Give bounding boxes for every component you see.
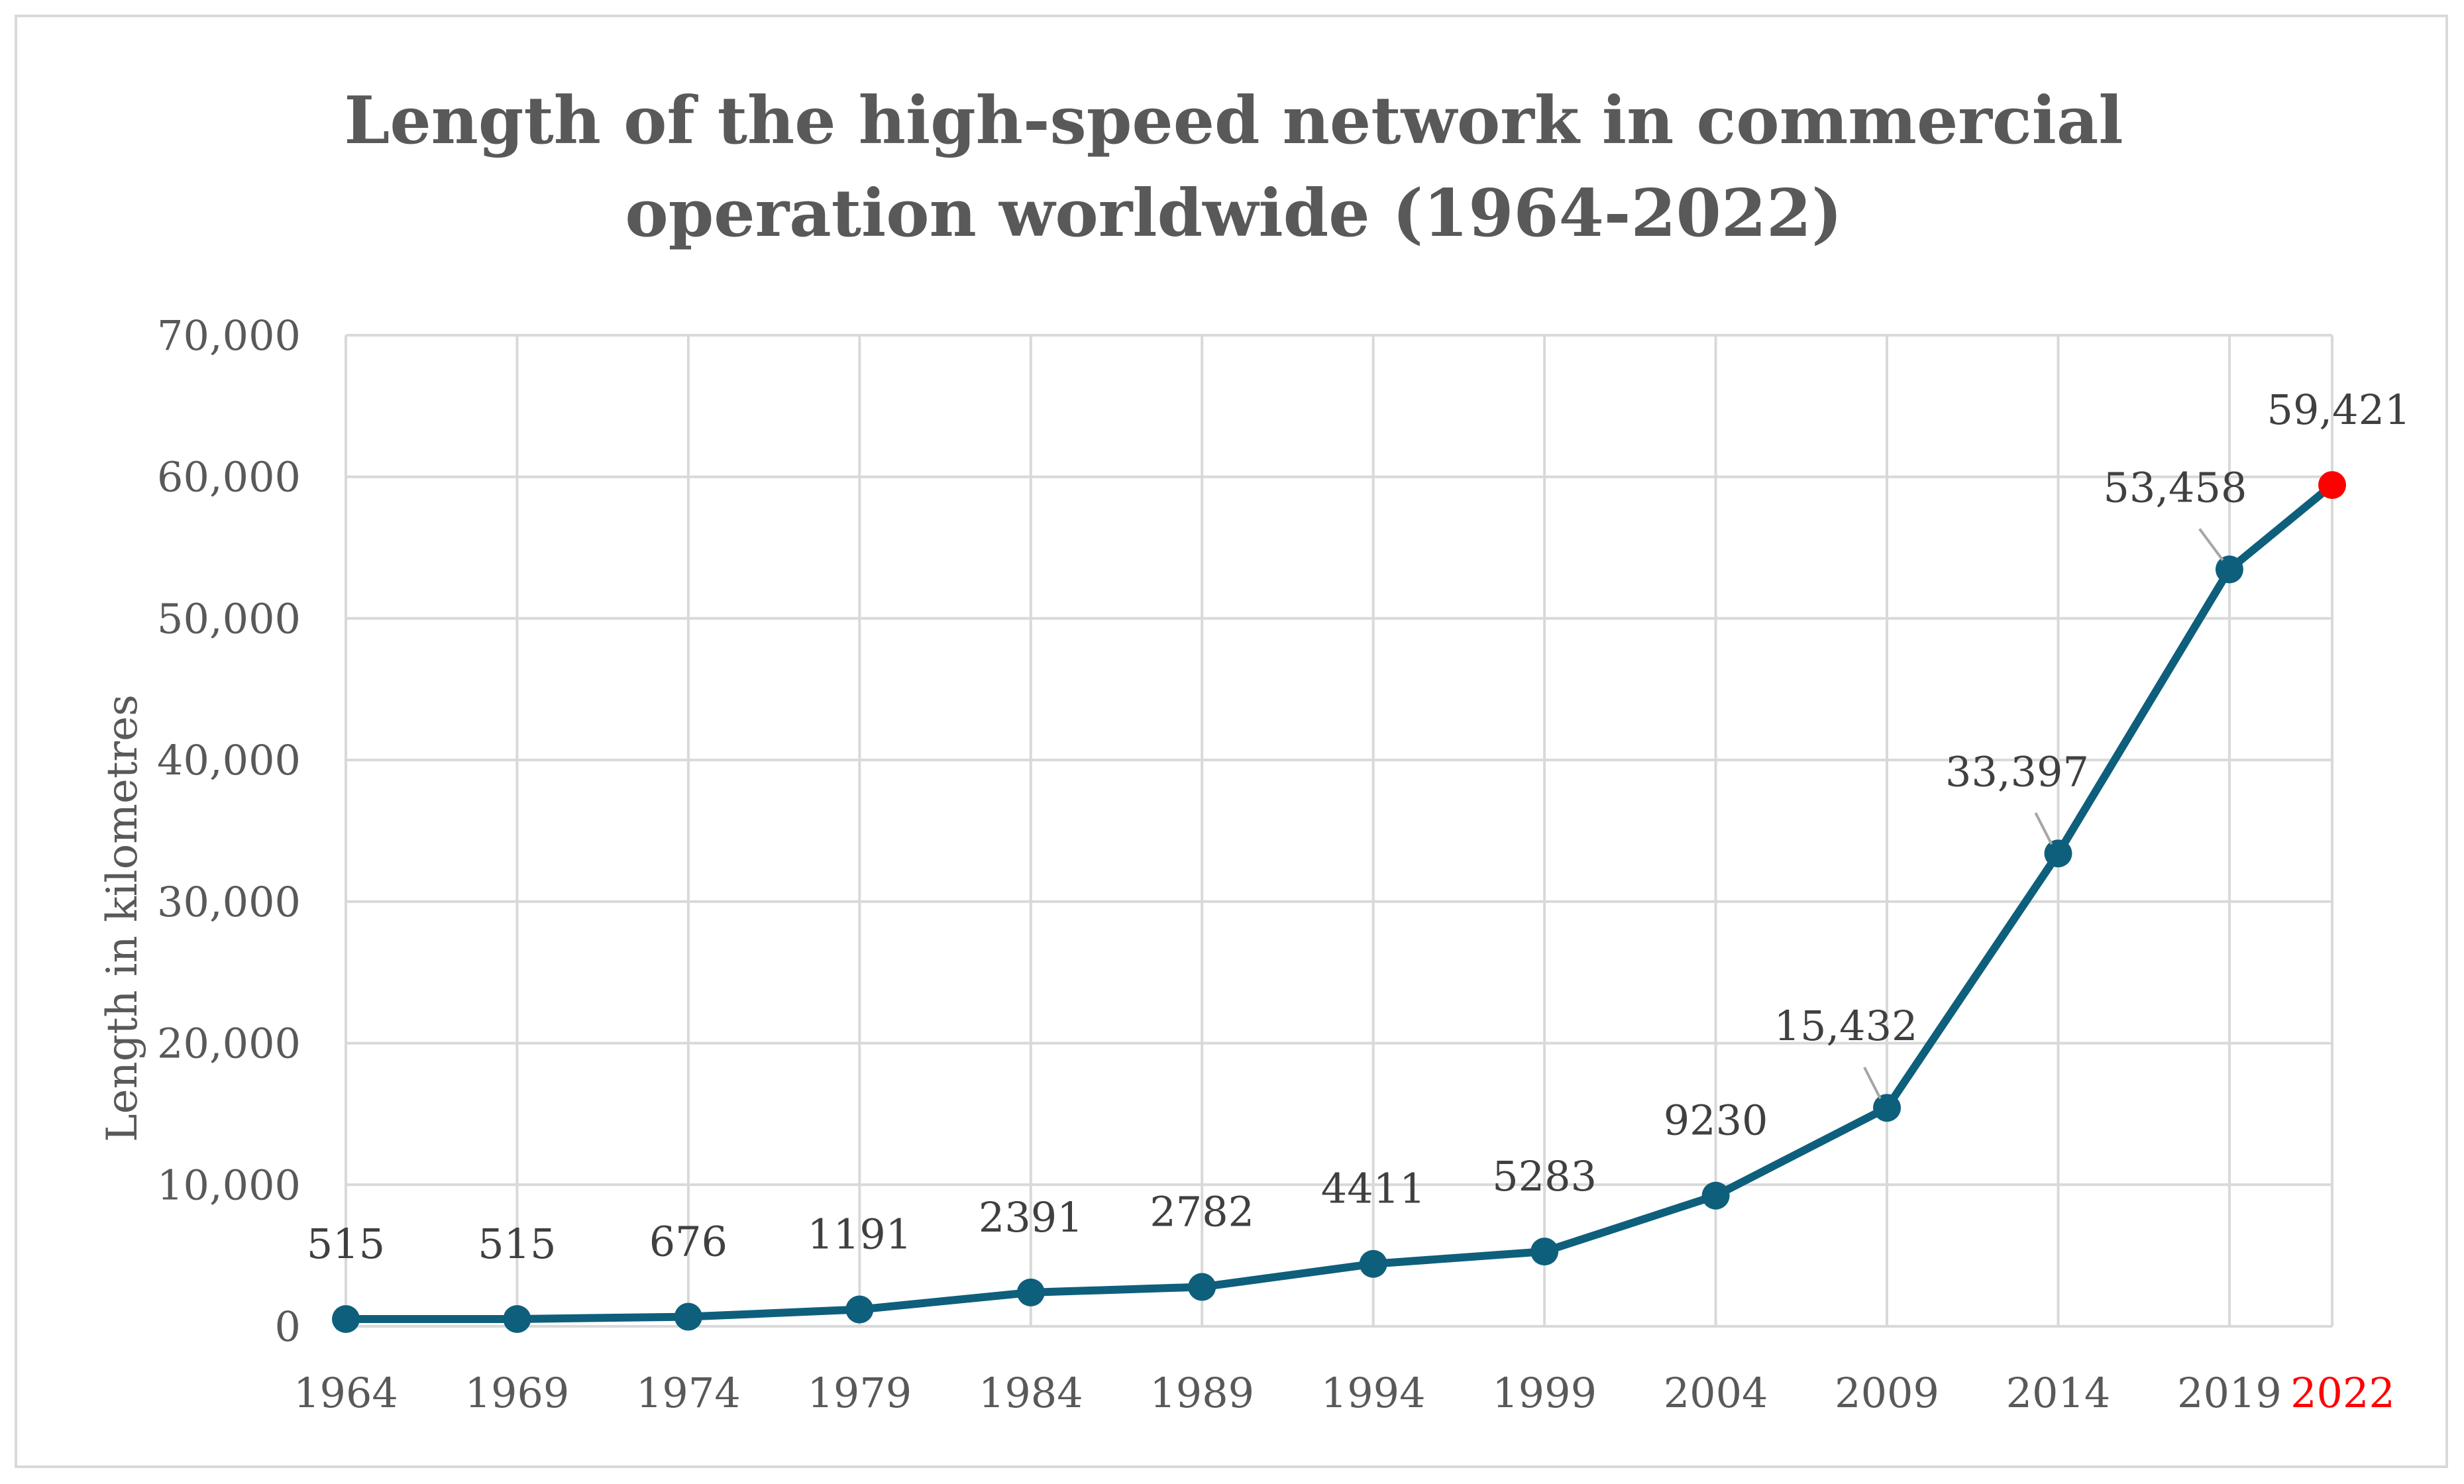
data-point	[1873, 1094, 1902, 1122]
chart-frame: Length of the high-speed network in comm…	[15, 15, 2448, 1468]
data-label-leader	[1863, 1067, 1882, 1100]
data-label: 676	[649, 1218, 727, 1266]
y-tick-label: 60,000	[157, 453, 301, 502]
x-tick-label: 1999	[1492, 1369, 1597, 1417]
x-tick-label: 1969	[465, 1369, 570, 1417]
data-point	[1188, 1273, 1216, 1301]
y-tick-label: 50,000	[157, 594, 301, 643]
x-tick-label: 2014	[2006, 1369, 2111, 1417]
data-point	[1701, 1181, 1730, 1210]
x-tick-label: 2019	[2177, 1369, 2282, 1417]
x-tick-label: 1989	[1150, 1369, 1254, 1417]
y-axis-label: Length in kilometres	[98, 694, 147, 1142]
x-tick-label: 2004	[1664, 1369, 1768, 1417]
data-label: 4411	[1321, 1165, 1426, 1213]
x-tick-label: 1984	[979, 1369, 1083, 1417]
data-label: 2782	[1150, 1188, 1254, 1236]
data-label: 5283	[1492, 1152, 1597, 1200]
data-label: 2391	[979, 1193, 1083, 1242]
data-point	[2215, 555, 2243, 584]
data-label: 53,458	[2103, 464, 2247, 512]
x-tick-label: 2022	[2290, 1369, 2395, 1417]
data-label: 15,432	[1774, 1002, 1918, 1050]
data-point	[503, 1304, 531, 1333]
tick-layer: 0 10,000 20,000 30,000 40,000 50,000 60,000 70,…	[157, 311, 2395, 1417]
data-label-leader	[2034, 812, 2053, 845]
data-point	[1359, 1249, 1387, 1278]
y-tick-label: 40,000	[157, 736, 301, 784]
x-tick-label: 2009	[1835, 1369, 1939, 1417]
data-point	[1016, 1278, 1045, 1306]
data-label: 515	[478, 1220, 556, 1268]
data-point	[674, 1302, 702, 1331]
data-label-leader	[2198, 528, 2224, 561]
data-label: 59,421	[2267, 386, 2411, 434]
y-tick-label: 10,000	[157, 1161, 301, 1209]
line-chart: Length of the high-speed network in comm…	[98, 83, 2411, 1417]
series-layer	[332, 471, 2346, 1333]
x-tick-label: 1974	[636, 1369, 741, 1417]
chart-title-line-2: operation worldwide (1964-2022)	[625, 176, 1842, 252]
y-tick-label: 0	[275, 1302, 301, 1351]
data-label: 33,397	[1945, 747, 2089, 796]
data-label: 1191	[807, 1210, 912, 1259]
x-tick-label: 1994	[1321, 1369, 1426, 1417]
highlight-point	[2318, 471, 2346, 500]
data-point	[332, 1304, 360, 1333]
data-point	[845, 1295, 874, 1324]
y-tick-label: 20,000	[157, 1020, 301, 1068]
data-label: 515	[307, 1220, 385, 1268]
x-tick-label: 1979	[807, 1369, 912, 1417]
data-point	[1530, 1238, 1559, 1266]
y-tick-label: 30,000	[157, 878, 301, 926]
data-label: 9230	[1664, 1096, 1768, 1145]
chart-title-line-1: Length of the high-speed network in comm…	[344, 83, 2123, 159]
grid-layer	[345, 334, 2333, 1328]
y-tick-label: 70,000	[157, 311, 301, 360]
x-tick-label: 1964	[294, 1369, 398, 1417]
data-point	[2044, 839, 2072, 868]
